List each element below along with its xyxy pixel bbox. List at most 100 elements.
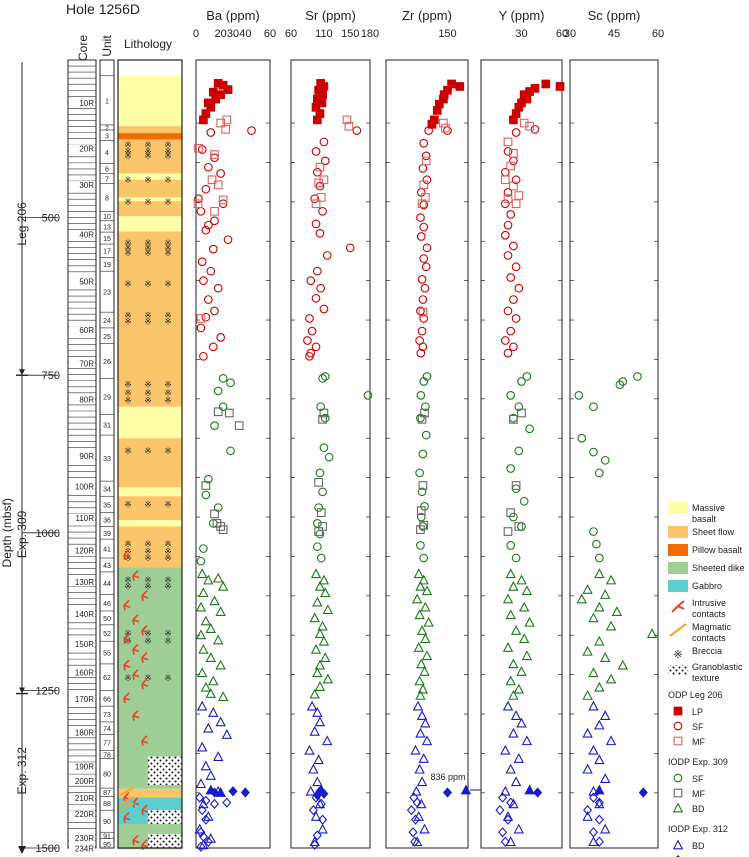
data-point (505, 609, 516, 620)
data-point (511, 175, 521, 185)
lithology-interval (118, 788, 182, 798)
data-point (505, 568, 516, 579)
data-point (514, 283, 524, 293)
data-point (508, 658, 519, 669)
unit-label: 4 (105, 150, 109, 157)
breccia-symbol: ※ (164, 547, 172, 557)
data-point (594, 814, 604, 825)
unit-label: 13 (103, 224, 111, 231)
panel: Sr (ppm) 60 180 110 150 (285, 8, 379, 850)
data-point (576, 593, 587, 604)
x-tick-label: 60 (652, 28, 664, 40)
data-point (213, 180, 223, 190)
data-point (310, 811, 322, 821)
data-point (502, 593, 514, 604)
data-point (417, 414, 427, 424)
breccia-symbol: ※ (124, 388, 132, 398)
unit-label: 34 (103, 487, 111, 494)
core-label: 70R (79, 359, 94, 368)
data-point (511, 481, 521, 490)
data-point (215, 787, 226, 797)
data-point (594, 681, 605, 692)
data-point (319, 304, 329, 314)
data-point (506, 797, 516, 808)
breccia-symbol: ※ (164, 636, 172, 646)
data-point (513, 753, 525, 763)
unit-label: 35 (103, 502, 111, 509)
breccia-symbol: ※ (124, 673, 132, 683)
intrusive-contact-symbol (141, 624, 149, 636)
data-point (511, 314, 521, 323)
core-label-bg (69, 546, 95, 555)
panel-title: Sr (ppm) (305, 8, 356, 23)
data-point (508, 580, 519, 591)
breccia-symbol: ※ (124, 380, 132, 390)
legend-marker (673, 736, 683, 746)
unit-label: 88 (103, 801, 111, 808)
lithology-interval (118, 526, 182, 568)
intrusive-contact-symbol (141, 735, 149, 746)
data-point (318, 814, 328, 825)
breccia-symbol: ※ (164, 317, 172, 327)
data-point (516, 666, 527, 676)
data-point (417, 683, 429, 694)
data-point (514, 522, 524, 531)
legend-marker (673, 706, 683, 716)
data-point (321, 735, 333, 746)
breccia-symbol: ※ (144, 446, 152, 456)
data-point (203, 295, 213, 304)
breccia-symbol: ※ (144, 248, 152, 258)
breccia-symbol: ※ (144, 388, 152, 398)
data-point (439, 118, 448, 128)
data-point (503, 220, 513, 230)
x-tick-label: 0 (193, 28, 199, 40)
data-point (216, 333, 226, 342)
data-point (316, 283, 325, 293)
core-label: 40R (79, 230, 94, 239)
data-point (500, 785, 511, 796)
unit-label: 50 (103, 616, 111, 623)
data-point (415, 727, 426, 738)
x-tick-label: 45 (608, 28, 620, 40)
data-point (309, 612, 320, 623)
data-point (201, 814, 211, 825)
data-point (416, 306, 425, 316)
data-point (210, 421, 219, 430)
data-point (319, 175, 329, 185)
data-point (514, 402, 524, 412)
legend-label: SF (692, 722, 704, 732)
lithology-interval (118, 496, 182, 521)
data-point (577, 433, 587, 443)
core-label-bg (69, 144, 95, 153)
data-point (352, 126, 362, 135)
data-point (322, 604, 334, 615)
data-point (418, 307, 428, 317)
data-point (599, 589, 611, 599)
data-point (234, 421, 244, 430)
data-point (322, 251, 332, 260)
breccia-symbol: ※ (144, 243, 152, 253)
breccia-symbol: ※ (164, 238, 172, 248)
data-point (345, 243, 355, 253)
granoblastic-icon (668, 665, 688, 675)
data-point (194, 194, 203, 204)
breccia-symbol: ※ (144, 636, 152, 646)
data-point (198, 587, 209, 598)
data-point (217, 691, 229, 702)
breccia-symbol: ※ (124, 317, 132, 327)
data-point (199, 351, 208, 361)
data-point (510, 625, 522, 635)
intrusive-contact-symbol (141, 804, 149, 816)
core-column: 10R 20R 30R 40R 50R 60R 70R 80R 90R 100R 110R 120R 1… (67, 59, 97, 853)
data-point (222, 797, 232, 808)
data-point (500, 175, 510, 185)
data-point (506, 273, 516, 282)
unit-label: 29 (103, 394, 111, 401)
data-point (196, 741, 208, 752)
data-point (303, 336, 312, 345)
breccia-symbol: ※ (144, 581, 152, 591)
intrusive-contact-symbol (123, 599, 131, 611)
data-point (511, 553, 521, 563)
core-label: 230R (75, 834, 94, 843)
data-point (198, 643, 209, 654)
